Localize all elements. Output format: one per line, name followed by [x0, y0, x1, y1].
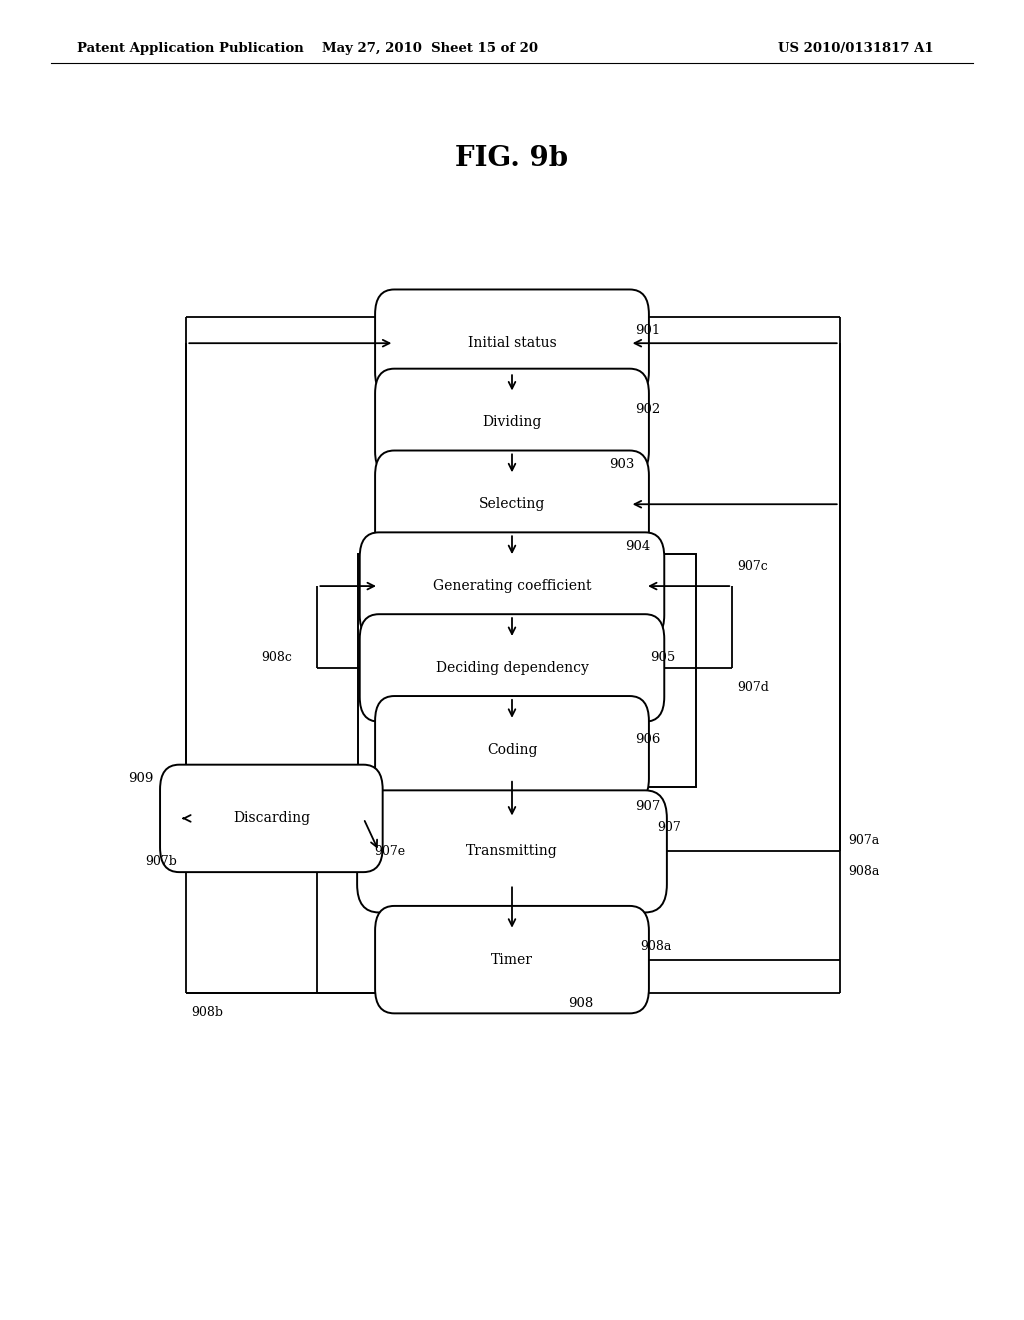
Text: 908: 908	[568, 997, 594, 1010]
Text: 901: 901	[635, 323, 660, 337]
Text: Coding: Coding	[486, 743, 538, 756]
Text: Generating coefficient: Generating coefficient	[433, 579, 591, 593]
FancyBboxPatch shape	[375, 696, 649, 804]
FancyBboxPatch shape	[375, 906, 649, 1014]
Text: Patent Application Publication: Patent Application Publication	[77, 42, 303, 55]
Text: 906: 906	[635, 733, 660, 746]
Text: FIG. 9b: FIG. 9b	[456, 145, 568, 172]
Text: Dividing: Dividing	[482, 416, 542, 429]
Text: 907a: 907a	[848, 834, 880, 847]
FancyBboxPatch shape	[375, 450, 649, 558]
Text: 903: 903	[609, 458, 635, 471]
Bar	[358, 554, 696, 787]
Text: 907: 907	[657, 821, 681, 834]
Text: US 2010/0131817 A1: US 2010/0131817 A1	[778, 42, 934, 55]
Text: 907: 907	[635, 800, 660, 813]
Text: 908a: 908a	[640, 940, 672, 953]
Text: 908a: 908a	[848, 865, 880, 878]
Text: Deciding dependency: Deciding dependency	[435, 661, 589, 675]
Text: 902: 902	[635, 403, 660, 416]
Text: Discarding: Discarding	[232, 812, 310, 825]
Text: Initial status: Initial status	[468, 337, 556, 350]
Text: 907c: 907c	[737, 560, 768, 573]
Text: Timer: Timer	[490, 953, 534, 966]
Text: Transmission end: Transmission end	[443, 292, 581, 305]
Text: 907e: 907e	[374, 845, 404, 858]
Text: 905: 905	[650, 651, 676, 664]
FancyBboxPatch shape	[160, 764, 383, 873]
FancyBboxPatch shape	[375, 368, 649, 477]
FancyBboxPatch shape	[375, 289, 649, 397]
FancyBboxPatch shape	[357, 791, 667, 912]
FancyBboxPatch shape	[359, 614, 665, 722]
FancyBboxPatch shape	[359, 532, 665, 640]
Text: 909: 909	[128, 772, 154, 785]
Text: Selecting: Selecting	[479, 498, 545, 511]
Text: 907d: 907d	[737, 681, 769, 694]
Text: Transmitting: Transmitting	[466, 845, 558, 858]
Text: May 27, 2010  Sheet 15 of 20: May 27, 2010 Sheet 15 of 20	[323, 42, 538, 55]
Text: 908c: 908c	[261, 651, 292, 664]
Text: 904: 904	[625, 540, 650, 553]
Text: 908b: 908b	[191, 1006, 223, 1019]
Text: 907b: 907b	[145, 855, 177, 869]
